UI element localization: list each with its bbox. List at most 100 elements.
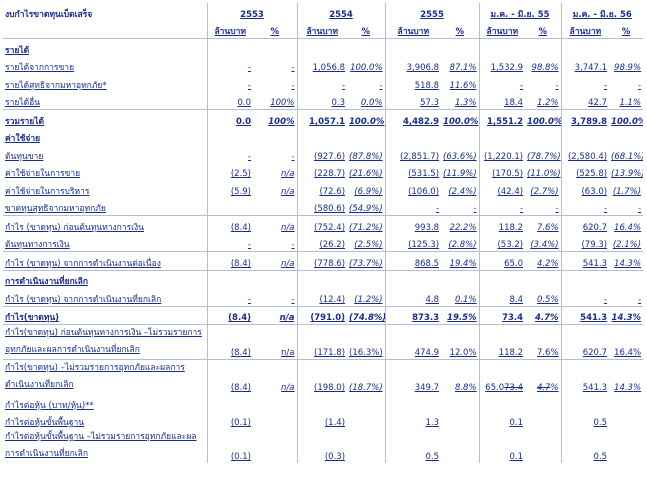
amount-cell [478, 127, 526, 145]
amount-cell: 873.3 [384, 305, 442, 325]
pct-cell: (74.8%) [347, 305, 386, 325]
row-label: ต้นทุนขาย [5, 151, 44, 162]
table-row: กำไร(ขาดทุน) (8.4) n/a (791.0) (74.8%) 873.3 1… [3, 305, 644, 325]
pct-cell: - [291, 80, 295, 91]
pct-cell [253, 429, 297, 463]
amount-cell: 118.2 [478, 324, 526, 360]
amount-cell: - [206, 74, 253, 92]
table-row: ต้นทุนทางการเงิน - - (26.2) (2.5%) (125.3) (2.… [3, 233, 643, 252]
row-label: ขาดทุนสุทธิจากมหาอุทกภัย [5, 204, 106, 215]
pct-cell [609, 412, 643, 430]
pct-cell [609, 429, 643, 463]
amount-cell [384, 394, 442, 412]
pct-cell: 4.7% [525, 305, 562, 325]
amount-cell: (8.4) [206, 251, 253, 270]
row-label: กำไร (ขาดทุน) จากการดำเนินงานต่อเนื่อง [3, 251, 207, 270]
amount-cell: (2.5) [206, 162, 253, 180]
struck-pct: 4.7 [536, 383, 551, 394]
pct-cell: 100% [270, 98, 295, 109]
unit-pct: % [538, 27, 548, 38]
pct-cell [253, 38, 298, 57]
pct-cell [253, 198, 297, 216]
row-label: รายได้จากการขาย [5, 63, 75, 74]
amount-cell [296, 38, 348, 57]
pct-cell: 16.4% [609, 324, 644, 360]
amount-cell: 18.4 [478, 91, 526, 110]
amount-cell: (0.1) [206, 411, 253, 429]
amount-cell: - [206, 288, 253, 306]
amount-cell: (525.8) [560, 162, 610, 180]
pct-cell: 14.3% [609, 359, 644, 394]
pct-cell: (2.4%) [448, 186, 477, 197]
pct-cell: (54.9%) [349, 204, 383, 215]
pct-cell [609, 38, 644, 57]
pct-cell: n/a [253, 359, 298, 394]
amount-cell: - [296, 74, 348, 92]
amount-cell: 73.4 [478, 305, 526, 325]
pct-cell: 16.4% [609, 215, 644, 234]
table-row: กำไรต่อหุ้นขั้นพื้นฐาน –ไม่รวมรายการอุทก… [3, 429, 643, 463]
table-row: รายได้จากการขาย - -1,056.8 100.0% 3,906.8 87.… [3, 56, 643, 74]
pct-cell: (11.9%) [443, 169, 477, 180]
amount-cell [296, 269, 348, 288]
unit-amount: ล้านบาท [560, 20, 610, 39]
pct-cell: - [291, 151, 295, 162]
pct-cell [347, 412, 385, 430]
amount-cell: (752.4) [296, 215, 348, 234]
pct-cell: (87.8%) [349, 151, 383, 162]
amount-cell: (170.5) [478, 162, 526, 180]
pct-cell: (2.1%) [612, 240, 642, 251]
row-label: กำไรต่อหุ้นขั้นพื้นฐาน –ไม่รวมรายการอุทก… [5, 432, 197, 459]
table-row: กำไร (ขาดทุน) ก่อนต้นทุนทางการเงิน (8.4) n… [3, 215, 644, 234]
pct-cell: n/a [253, 324, 298, 360]
row-label: รายได้ [3, 38, 207, 57]
pct-cell [525, 412, 561, 430]
unit-amount: ล้านบาท [384, 20, 442, 39]
row-label: ค่าใช้จ่าย [5, 134, 41, 145]
pct-cell: 12.0% [441, 324, 480, 360]
table-row: กำไรต่อหุ้นขั้นพื้นฐาน (0.1) (1.4) 1.3 0.1 0.… [3, 411, 643, 430]
pct-cell [347, 269, 386, 288]
pct-cell: 100.0% [350, 63, 383, 74]
amount-cell: 0.1 [478, 411, 526, 429]
table-row: กำไร(ขาดทุน) –ไม่รวมรายการอุทกภัยและผลกา… [3, 359, 644, 394]
unit-amount: ล้านบาท [478, 20, 526, 39]
row-label: ค่าใช้จ่ายในการบริหาร [5, 186, 90, 197]
table-row: ต้นทุนขาย - - (927.6) (87.8%) (2,851.7) (63.6%… [3, 145, 643, 163]
amount-cell: (0.3) [296, 429, 348, 463]
amount-cell: 620.7 [560, 324, 610, 360]
pct-cell [347, 128, 385, 146]
amount-cell: (1,220.1) [478, 145, 526, 163]
pct-cell [525, 38, 562, 57]
pct-cell: 8.8% [441, 359, 480, 394]
table-row: รายได้สุทธิจากมหาอุทกภัย* - - - -518.8 11.6% -… [3, 74, 643, 92]
amount-cell: 0.5 [560, 411, 610, 429]
amount-cell [296, 394, 348, 412]
unit-amount: ล้านบาท [206, 20, 253, 39]
amount-cell: - [206, 56, 253, 74]
pct-cell: 19.4% [441, 251, 480, 270]
amount-cell: 3,789.8 [560, 109, 610, 128]
pct-cell: - [291, 63, 295, 74]
row-label: รายได้อื่น [5, 98, 41, 109]
amount-cell: (0.1) [206, 429, 253, 463]
amount-cell [560, 394, 610, 412]
amount-cell: 3,906.8 [384, 56, 442, 74]
amount-cell: 4.8 [384, 288, 442, 306]
table-row: ขาดทุนสุทธิจากมหาอุทกภัย (580.6) (54.9%) - -… [3, 197, 643, 216]
row-label: กำไร(ขาดทุน) –ไม่รวมรายการอุทกภัยและผลกา… [3, 359, 207, 394]
pct-cell [253, 269, 298, 288]
table-row: รวมรายได้ 0.0 100% 1,057.1 100.0% 4,482.9 100.… [3, 109, 644, 128]
amount-cell: - [384, 197, 442, 216]
amount-cell [206, 197, 253, 216]
table-row: กำไร (ขาดทุน) จากการดำเนินงานต่อเนื่อง (8… [3, 251, 644, 270]
amount-cell: (198.0) [296, 359, 348, 394]
row-label: ต้นทุนทางการเงิน [5, 240, 70, 251]
pct-cell: 100.0% [347, 109, 386, 128]
pct-cell [441, 38, 480, 57]
unit-pct: % [621, 27, 631, 38]
pct-cell: 100.0% [525, 109, 562, 128]
table-row: ค่าใช้จ่าย [3, 127, 643, 146]
row-label: ค่าใช้จ่ายในการขาย [5, 169, 81, 180]
unit-amount: ล้านบาท [296, 20, 348, 39]
